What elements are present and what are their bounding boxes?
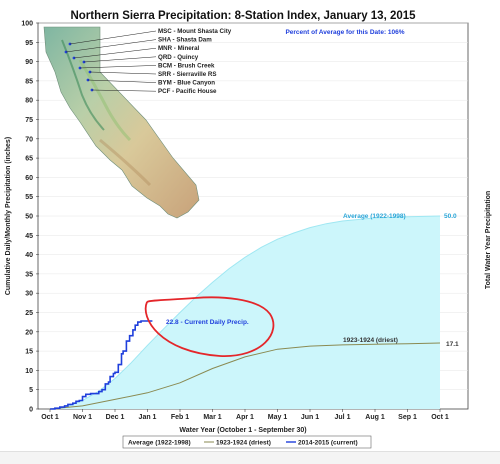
x-tick-11: Sep 1 bbox=[398, 414, 417, 421]
x-tick-1: Nov 1 bbox=[73, 414, 92, 421]
y-tick-90: 90 bbox=[25, 59, 33, 66]
station-5: SRR - Sierraville RS bbox=[158, 71, 216, 78]
station-2: MNR - Mineral bbox=[158, 45, 200, 52]
chart-title: Northern Sierra Precipitation: 8-Station… bbox=[70, 10, 416, 22]
y-tick-labels: 0 5 10 15 20 25 30 35 40 45 50 55 60 65 70 75 80 85 90 95 10… bbox=[21, 21, 39, 414]
legend: Average (1922-1998) 1923-1924 (driest) 2… bbox=[122, 435, 372, 449]
y-tick-60: 60 bbox=[25, 175, 33, 182]
average-value: 50.0 bbox=[444, 213, 457, 220]
x-tick-6: Apr 1 bbox=[236, 414, 254, 421]
y-tick-25: 25 bbox=[25, 310, 33, 317]
station-6: BYM - Blue Canyon bbox=[158, 80, 215, 87]
x-tick-12: Oct 1 bbox=[431, 414, 449, 421]
driest-label: 1923-1924 (driest) bbox=[343, 337, 398, 344]
station-3: QRD - Quincy bbox=[158, 54, 199, 61]
station-list: MSC - Mount Shasta City SHA - Shasta DamM… bbox=[65, 28, 232, 95]
y-axis-label: Cumulative Daily/Monthly Precipitation (… bbox=[5, 137, 12, 295]
current-label: 22.8 - Current Daily Precip. bbox=[166, 319, 249, 326]
y-tick-20: 20 bbox=[25, 329, 33, 336]
legend-current: 2014-2015 (current) bbox=[298, 440, 358, 447]
highlight-circle bbox=[144, 296, 275, 357]
y-tick-65: 65 bbox=[25, 156, 33, 163]
california-map bbox=[43, 26, 200, 219]
average-line bbox=[49, 215, 441, 410]
station-4: BCM - Brush Creek bbox=[158, 62, 215, 69]
station-0: MSC - Mount Shasta City bbox=[158, 28, 232, 35]
y-tick-15: 15 bbox=[25, 349, 33, 356]
driest-value: 17.1 bbox=[446, 341, 459, 348]
y-tick-95: 95 bbox=[25, 40, 33, 47]
y-tick-85: 85 bbox=[25, 78, 33, 85]
y-tick-100: 100 bbox=[21, 21, 33, 28]
current-line bbox=[50, 320, 153, 410]
x-tick-10: Aug 1 bbox=[365, 414, 385, 421]
right-axis-label: Total Water Year Precipitation bbox=[485, 191, 492, 289]
station-7: PCF - Pacific House bbox=[158, 88, 217, 95]
percent-note: Percent of Average for this Date: 106% bbox=[285, 29, 404, 36]
legend-average: Average (1922-1998) bbox=[128, 440, 191, 447]
y-tick-0: 0 bbox=[29, 407, 33, 414]
x-tick-9: Jul 1 bbox=[335, 414, 351, 421]
x-axis-label: Water Year (October 1 - September 30) bbox=[179, 427, 306, 434]
average-area bbox=[50, 216, 440, 409]
x-tick-5: Mar 1 bbox=[203, 414, 221, 421]
station-1: SHA - Shasta Dam bbox=[158, 37, 212, 44]
bottom-strip bbox=[0, 451, 500, 464]
y-tick-50: 50 bbox=[25, 214, 33, 221]
y-tick-35: 35 bbox=[25, 271, 33, 278]
y-tick-80: 80 bbox=[25, 98, 33, 105]
x-tick-3: Jan 1 bbox=[139, 414, 157, 421]
x-tick-8: Jun 1 bbox=[301, 414, 319, 421]
driest-line bbox=[49, 342, 441, 410]
y-tick-55: 55 bbox=[25, 194, 33, 201]
legend-driest: 1923-1924 (driest) bbox=[216, 440, 271, 447]
x-tick-7: May 1 bbox=[268, 414, 288, 421]
y-tick-45: 45 bbox=[25, 233, 33, 240]
x-tick-4: Feb 1 bbox=[171, 414, 189, 421]
y-tick-70: 70 bbox=[25, 136, 33, 143]
x-tick-2: Dec 1 bbox=[106, 414, 125, 421]
y-tick-40: 40 bbox=[25, 252, 33, 259]
x-tick-labels: Oct 1 Nov 1 Dec 1 Jan 1 Feb 1 Mar 1 Apr 1 May 1… bbox=[41, 409, 449, 421]
y-tick-30: 30 bbox=[25, 291, 33, 298]
y-tick-10: 10 bbox=[25, 368, 33, 375]
y-tick-75: 75 bbox=[25, 117, 33, 124]
y-tick-5: 5 bbox=[29, 387, 33, 394]
average-label: Average (1922-1998) bbox=[343, 213, 406, 220]
x-tick-0: Oct 1 bbox=[41, 414, 59, 421]
